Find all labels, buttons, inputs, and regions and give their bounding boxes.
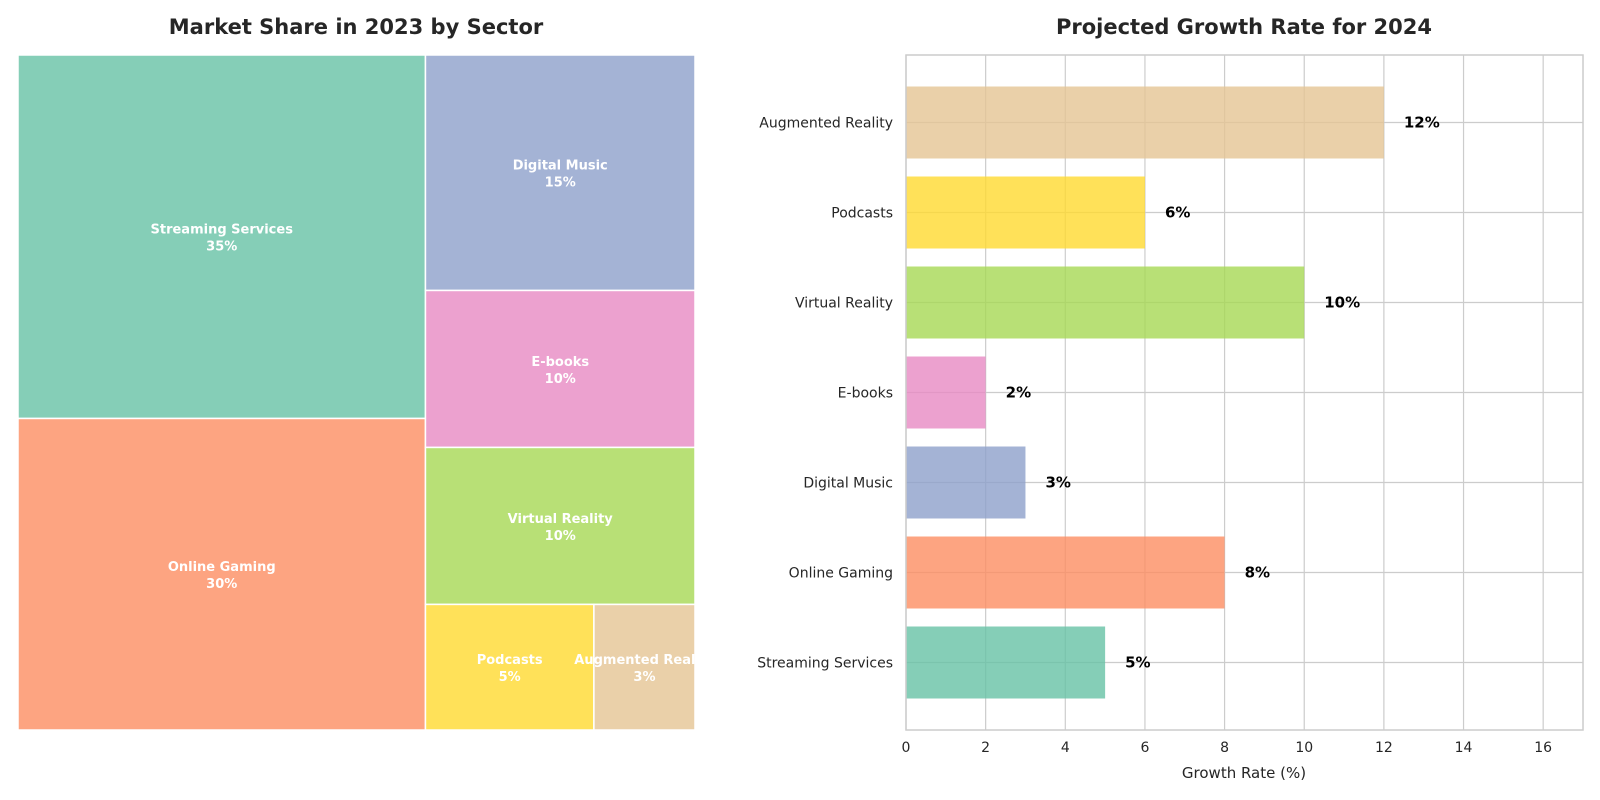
treemap-cell-podcasts: Podcasts 5% (424, 603, 595, 730)
x-tick-label: 0 (902, 740, 911, 756)
bar-plot-frame (905, 54, 1584, 731)
x-tick-label: 10 (1295, 740, 1313, 756)
data-label-virtual-reality: 10% (1324, 294, 1360, 312)
bar-marks (906, 86, 1384, 699)
x-tick-label: 14 (1455, 740, 1473, 756)
category-label-podcasts: Podcasts (831, 206, 893, 222)
treemap-value-label: 10% (545, 529, 576, 544)
treemap-cell-augmented-reality: Augmented Reality 3% (574, 603, 715, 730)
bar-augmented-reality (906, 86, 1384, 159)
x-tick-label: 4 (1061, 740, 1070, 756)
category-label-augmented-reality: Augmented Reality (759, 116, 893, 132)
treemap-cells: Streaming Services 35% Online Gaming 30% Dig… (18, 55, 715, 730)
category-label-virtual-reality: Virtual Reality (795, 296, 893, 312)
bar-streaming-services (906, 626, 1106, 699)
x-tick-label: 2 (981, 740, 990, 756)
treemap-rect-digital-music (424, 55, 695, 292)
treemap-name-label: Digital Music (513, 159, 608, 174)
treemap-name-label: Augmented Reality (574, 653, 715, 668)
treemap-value-label: 3% (633, 670, 655, 685)
treemap-rect-virtual-reality (424, 446, 695, 606)
x-tick-label: 8 (1220, 740, 1229, 756)
treemap-title: Market Share in 2023 by Sector (169, 15, 544, 39)
bar-virtual-reality (906, 266, 1305, 339)
treemap-value-label: 35% (206, 240, 237, 255)
bar-digital-music (906, 446, 1026, 519)
treemap-rect-e-books (424, 289, 695, 449)
treemap-rect-podcasts (424, 603, 595, 730)
bar-chart-title: Projected Growth Rate for 2024 (1056, 15, 1432, 39)
treemap-cell-digital-music: Digital Music 15% (424, 55, 695, 292)
bar-podcasts (906, 176, 1145, 249)
data-label-streaming-services: 5% (1125, 654, 1150, 672)
treemap-value-label: 5% (499, 670, 521, 685)
treemap-rect-online-gaming (18, 417, 427, 730)
category-label-online-gaming: Online Gaming (789, 566, 893, 582)
bar-x-axis-label: Growth Rate (%) (1182, 764, 1306, 782)
category-label-e-books: E-books (838, 386, 893, 402)
treemap-value-label: 15% (545, 176, 576, 191)
treemap-chart: Market Share in 2023 by Sector Streaming… (18, 15, 715, 730)
data-label-digital-music: 3% (1045, 474, 1070, 492)
bar-e-books (906, 356, 986, 429)
treemap-cell-streaming-services: Streaming Services 35% (18, 55, 427, 420)
category-label-streaming-services: Streaming Services (757, 656, 893, 672)
growth-bar-chart: Projected Growth Rate for 2024 0 2 4 6 8 10 12… (757, 15, 1584, 782)
bar-online-gaming (906, 536, 1225, 609)
treemap-name-label: E-books (531, 355, 589, 370)
x-tick-label: 6 (1140, 740, 1149, 756)
x-tick-label: 12 (1375, 740, 1393, 756)
treemap-name-label: Podcasts (477, 653, 543, 668)
treemap-name-label: Streaming Services (151, 223, 294, 238)
x-tick-label: 16 (1534, 740, 1552, 756)
treemap-value-label: 10% (545, 372, 576, 387)
data-label-online-gaming: 8% (1245, 564, 1270, 582)
treemap-cell-virtual-reality: Virtual Reality 10% (424, 446, 695, 606)
bar-data-labels: 5% 8% 3% 2% 10% 6% 12% (1006, 114, 1440, 672)
data-label-e-books: 2% (1006, 384, 1031, 402)
treemap-cell-online-gaming: Online Gaming 30% (18, 417, 427, 730)
data-label-augmented-reality: 12% (1404, 114, 1440, 132)
treemap-name-label: Online Gaming (168, 560, 276, 575)
data-label-podcasts: 6% (1165, 204, 1190, 222)
treemap-rect-streaming-services (18, 55, 427, 420)
category-label-digital-music: Digital Music (803, 476, 893, 492)
treemap-value-label: 30% (206, 577, 237, 592)
treemap-rect-augmented-reality (593, 603, 695, 730)
treemap-cell-e-books: E-books 10% (424, 289, 695, 449)
bar-x-ticks: 0 2 4 6 8 10 12 14 16 (902, 740, 1553, 756)
treemap-name-label: Virtual Reality (508, 512, 614, 527)
bar-category-labels: Streaming Services Online Gaming Digital M… (757, 116, 893, 672)
